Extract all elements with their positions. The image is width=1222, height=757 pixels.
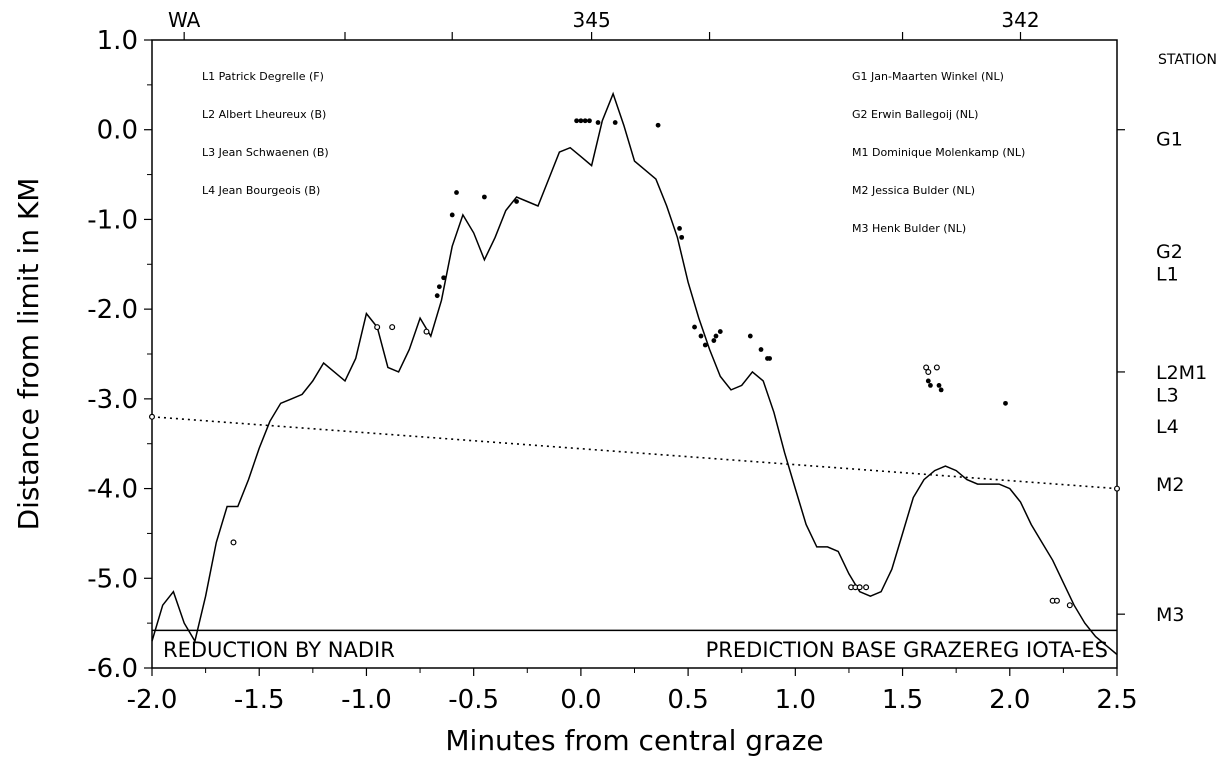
observation-point	[454, 190, 459, 195]
legend-entry: M1 Dominique Molenkamp (NL)	[852, 146, 1025, 159]
y-tick-label: -5.0	[87, 564, 138, 594]
y-tick-label: -1.0	[87, 205, 138, 235]
profile-line	[151, 91, 1118, 656]
observation-point	[1003, 400, 1008, 406]
observation-point-open	[856, 584, 863, 591]
footer-band: REDUCTION BY NADIR PREDICTION BASE GRAZER…	[152, 629, 1117, 662]
station-label: L4	[1156, 416, 1179, 438]
x-tick-label: -1.0	[341, 685, 392, 715]
legend-entry: G1 Jan-Maarten Winkel (NL)	[852, 70, 1004, 83]
top-label: 342	[1001, 8, 1039, 32]
legend: L1 Patrick Degrelle (F) L2 Albert Lheureu…	[202, 70, 1025, 235]
x-tick-label: 0.5	[667, 685, 708, 715]
footer-left-text: REDUCTION BY NADIR	[163, 638, 395, 662]
legend-entry: M2 Jessica Bulder (NL)	[852, 184, 975, 197]
x-tick-label: -1.5	[234, 685, 285, 715]
observation-point	[449, 212, 455, 218]
legend-entry: L3 Jean Schwaenen (B)	[202, 146, 329, 159]
observation-point	[938, 387, 944, 393]
observation-point	[936, 383, 942, 388]
station-label: G2	[1156, 241, 1183, 263]
observation-point-open	[389, 324, 396, 331]
y-tick-label: 1.0	[97, 26, 138, 56]
observation-point	[702, 342, 708, 348]
x-axis: -2.0 -1.5 -1.0 -0.5 0.0 0.5 1.0 1.5 2.0 2.5	[127, 32, 1138, 715]
station-header: STATION	[1158, 52, 1217, 68]
observation-point	[595, 120, 601, 125]
observation-point	[767, 356, 772, 361]
x-tick-label: 0.0	[560, 685, 601, 715]
observation-point	[713, 333, 719, 339]
station-label: L3	[1156, 384, 1179, 406]
observation-point	[582, 118, 588, 124]
observation-point	[441, 275, 447, 281]
top-axis-labels: WA 345 342	[168, 8, 1040, 32]
observation-point-open	[374, 324, 381, 331]
observation-point	[612, 120, 618, 125]
x-tick-label: 2.5	[1096, 685, 1137, 715]
station-label: G1	[1156, 129, 1183, 151]
observation-point	[758, 347, 764, 352]
y-axis: 1.0 0.0 -1.0 -2.0 -3.0 -4.0 -5.0 -6.0	[87, 26, 152, 684]
observation-point	[578, 118, 584, 124]
observation-point	[655, 122, 661, 128]
legend-entry: G2 Erwin Ballegoij (NL)	[852, 108, 978, 121]
observation-point	[747, 333, 753, 339]
observation-point-open	[423, 328, 430, 335]
x-axis-title: Minutes from central graze	[445, 724, 823, 757]
x-tick-label: 1.0	[775, 685, 816, 715]
y-axis-title: Distance from limit in KM	[12, 178, 45, 531]
footer-right-text: PREDICTION BASE GRAZEREG IOTA-ES	[706, 638, 1108, 662]
observation-point	[717, 329, 723, 334]
observation-point	[679, 234, 685, 240]
station-label: L1	[1156, 263, 1179, 285]
observation-points	[149, 118, 1120, 609]
legend-entry: L1 Patrick Degrelle (F)	[202, 70, 324, 83]
legend-entry: M3 Henk Bulder (NL)	[852, 222, 966, 235]
observation-point	[692, 324, 697, 330]
observation-point-open	[149, 413, 156, 420]
observation-point	[925, 378, 931, 384]
observation-point-open	[1113, 485, 1120, 492]
observation-point-open	[933, 364, 940, 371]
observation-point	[587, 118, 592, 124]
top-label: WA	[168, 8, 201, 32]
observation-point-open	[230, 539, 237, 546]
observation-point	[514, 199, 519, 204]
legend-entry: L2 Albert Lheureux (B)	[202, 108, 326, 121]
observation-point	[436, 284, 442, 290]
station-label: M2	[1156, 474, 1184, 496]
top-label: 345	[573, 8, 611, 32]
station-label: M3	[1156, 604, 1184, 626]
x-tick-label: -0.5	[448, 685, 499, 715]
legend-entry: L4 Jean Bourgeois (B)	[202, 184, 320, 197]
dotted-regression-line	[151, 416, 1118, 490]
y-tick-label: -3.0	[87, 385, 138, 415]
observation-point	[481, 194, 487, 200]
plot-frame	[151, 39, 1118, 669]
y-tick-label: -6.0	[87, 654, 138, 684]
y-tick-label: -2.0	[87, 295, 138, 325]
observation-point	[711, 338, 717, 343]
y-tick-label: 0.0	[97, 116, 138, 146]
station-label: L2M1	[1156, 362, 1207, 384]
x-tick-label: -2.0	[127, 685, 178, 715]
observation-point	[928, 383, 933, 388]
y-tick-label: -4.0	[87, 475, 138, 505]
observation-point-open	[1053, 597, 1060, 604]
x-tick-label: 1.5	[882, 685, 923, 715]
observation-point	[698, 333, 704, 339]
observation-point-open	[863, 584, 870, 591]
observation-point-open	[1066, 602, 1073, 609]
observation-point	[434, 293, 440, 299]
x-tick-label: 2.0	[989, 685, 1030, 715]
observation-point	[574, 118, 579, 124]
observation-point-open	[925, 368, 932, 375]
observation-point	[677, 226, 682, 231]
series-group	[151, 91, 1118, 656]
plot-border	[151, 39, 1118, 669]
